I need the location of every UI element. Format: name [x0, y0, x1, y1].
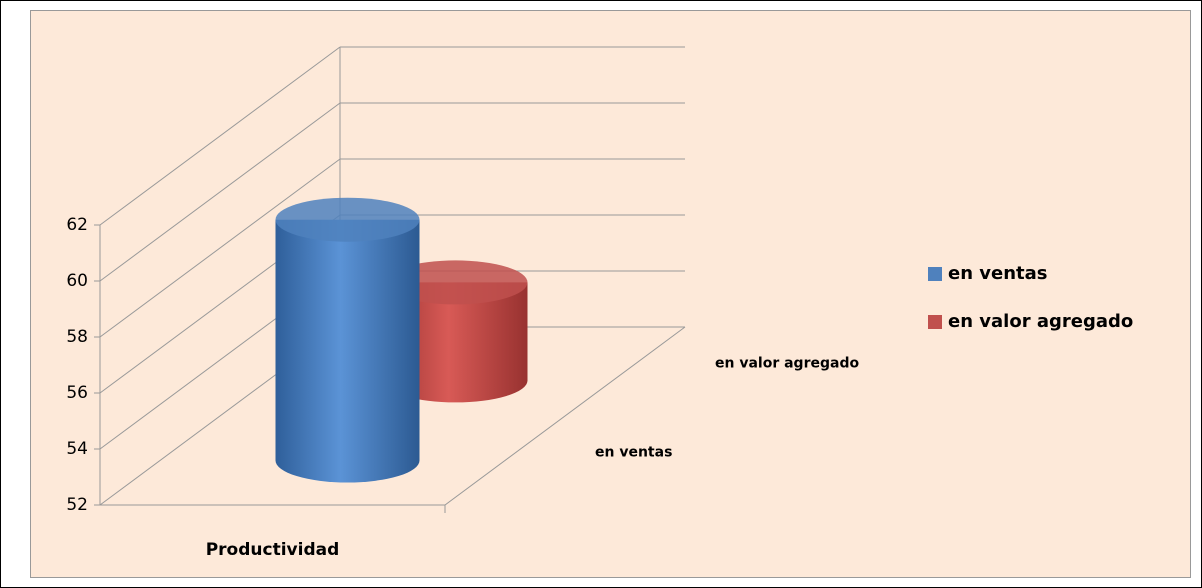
legend-label: en ventas: [948, 263, 1048, 284]
grid-line: [99, 46, 341, 226]
legend-swatch: [928, 267, 942, 281]
x-tick-label: Productividad: [206, 540, 340, 560]
y-tick-label: 54: [66, 439, 88, 459]
y-tick-label: 52: [66, 495, 88, 515]
y-tick-label: 60: [66, 271, 88, 291]
legend-swatch: [928, 315, 942, 329]
grid-line: [99, 102, 341, 282]
cylinder: [275, 197, 420, 483]
depth-label: en ventas: [595, 445, 672, 461]
legend-label: en valor agregado: [948, 311, 1133, 332]
grid-line: [99, 158, 341, 338]
y-tick-label: 58: [66, 327, 88, 347]
cylinder-body: [275, 219, 420, 483]
y-tick-label: 62: [66, 215, 88, 235]
plot-area: [30, 10, 1191, 578]
cylinder-top: [275, 197, 420, 242]
y-tick-label: 56: [66, 383, 88, 403]
depth-label: en valor agregado: [715, 356, 859, 372]
